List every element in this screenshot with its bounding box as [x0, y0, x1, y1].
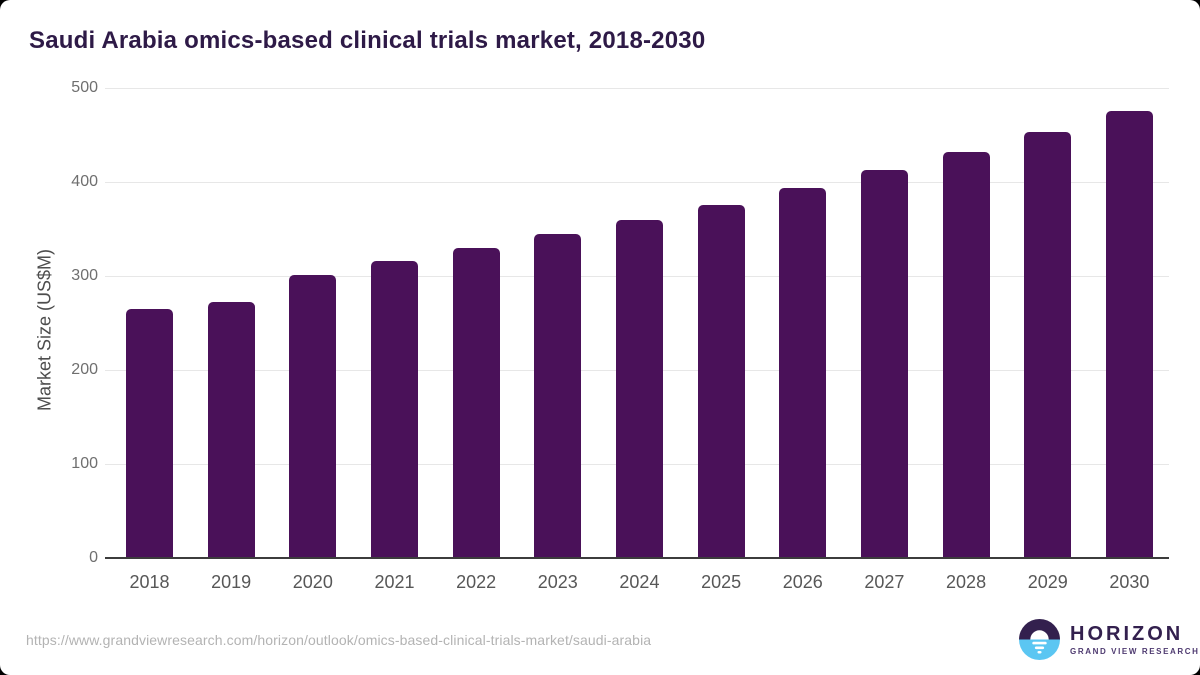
y-tick-300: 300	[71, 267, 98, 284]
x-axis-line	[105, 557, 1169, 559]
chart-title: Saudi Arabia omics-based clinical trials…	[29, 27, 706, 54]
x-tick-2021: 2021	[374, 572, 415, 592]
y-tick-500: 500	[71, 79, 98, 96]
x-tick-2029: 2029	[1027, 572, 1068, 592]
y-tick-400: 400	[71, 173, 98, 190]
bar-series	[105, 88, 1169, 558]
x-axis-ticks: 2018 2019 2020 2021 2022 2023 2024 2025 2026 2027…	[105, 572, 1169, 593]
x-tick-2023: 2023	[537, 572, 578, 592]
bar-2028[interactable]	[942, 151, 990, 558]
gridline-500	[105, 88, 1169, 89]
x-tick-2018: 2018	[129, 572, 170, 592]
x-tick-2022: 2022	[456, 572, 497, 592]
logo-text: HORIZON GRAND VIEW RESEARCH	[1070, 624, 1200, 656]
source-url: https://www.grandviewresearch.com/horizo…	[26, 632, 652, 648]
x-tick-2019: 2019	[211, 572, 252, 592]
bar-2021[interactable]	[370, 260, 418, 558]
x-tick-2030: 2030	[1109, 572, 1150, 592]
y-tick-0: 0	[89, 549, 98, 566]
bar-2026[interactable]	[779, 187, 827, 558]
bar-2018[interactable]	[126, 308, 173, 558]
x-tick-2025: 2025	[701, 572, 742, 592]
horizon-logo: HORIZON GRAND VIEW RESEARCH	[1019, 619, 1200, 660]
y-tick-200: 200	[71, 361, 98, 378]
bar-2019[interactable]	[207, 302, 255, 558]
x-tick-2027: 2027	[864, 572, 905, 592]
bar-2022[interactable]	[452, 247, 500, 558]
logo-name: HORIZON	[1070, 622, 1184, 645]
bar-2024[interactable]	[615, 219, 663, 558]
y-tick-100: 100	[71, 455, 98, 472]
bar-2027[interactable]	[860, 169, 908, 558]
plot-area	[105, 88, 1169, 559]
x-tick-2028: 2028	[946, 572, 987, 592]
gridline-400	[105, 182, 1169, 183]
horizon-sunset-circle-icon	[1019, 619, 1060, 660]
bar-2025[interactable]	[697, 204, 745, 558]
bar-2029[interactable]	[1024, 132, 1072, 558]
x-tick-2026: 2026	[782, 572, 823, 592]
x-tick-2020: 2020	[292, 572, 333, 592]
logo-subtext: GRAND VIEW RESEARCH	[1070, 646, 1200, 656]
bar-2023[interactable]	[534, 233, 582, 558]
y-axis-ticks: 0 100 200 300 400 500	[0, 80, 98, 566]
bar-2020[interactable]	[289, 275, 337, 558]
x-tick-2024: 2024	[619, 572, 660, 592]
bar-2030[interactable]	[1105, 110, 1153, 558]
